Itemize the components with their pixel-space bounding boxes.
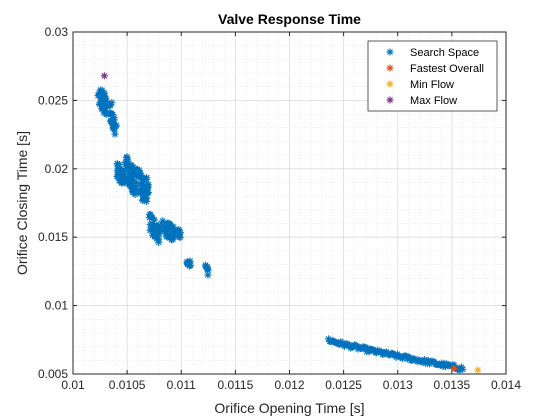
y-tick-label: 0.005 [38,367,68,381]
legend-marker-search-space [386,48,394,56]
y-tick-label: 0.015 [38,230,68,244]
search-space-point [132,182,140,191]
search-space-point [122,158,130,166]
legend-entry-max-flow: Max Flow [410,95,457,107]
x-tick-label: 0.0135 [434,378,471,392]
search-space-point [440,359,448,367]
search-space-point [115,168,123,176]
x-tick-label: 0.012 [274,378,304,392]
search-space-point [204,271,212,279]
x-tick-label: 0.014 [491,378,521,392]
axis-ticks [72,31,507,375]
search-space-point [143,175,151,184]
y-tick-label: 0.02 [45,162,69,176]
y-tick-label: 0.01 [45,299,69,313]
x-tick-label: 0.0125 [325,378,362,392]
x-tick-label: 0.011 [167,378,196,392]
search-space-point [143,184,151,193]
legend-marker-max-flow [386,96,394,104]
search-space-point [139,196,147,204]
search-space-point [127,162,135,170]
chart-title: Valve Response Time [218,11,361,27]
legend-marker-fastest-overall [386,64,394,72]
legend-marker-min-flow [386,80,394,88]
search-space-point [459,365,467,373]
x-tick-labels: 0.01 0.0105 0.011 0.0115 0.012 0.0125 0.013 0.0… [61,378,521,392]
x-tick-label: 0.0105 [109,378,146,392]
x-tick-label: 0.01 [61,378,85,392]
search-space-point [100,103,108,111]
legend: Search Space Fastest Overall Min Flow Ma… [367,40,498,112]
search-space-point [175,233,183,241]
search-space-point [114,163,122,171]
x-axis-label: Orifice Opening Time [s] [214,400,364,416]
x-tick-label: 0.013 [383,378,413,392]
search-space-point [94,92,102,100]
min-flow-point [474,366,482,374]
search-space-point [123,153,131,161]
search-space-point [146,226,154,234]
y-tick-label: 0.025 [38,93,68,107]
x-tick-label: 0.0115 [217,378,253,392]
search-space-point [164,232,172,240]
y-tick-label: 0.03 [45,25,69,39]
search-space-point [111,130,119,138]
search-space-point [126,175,134,183]
search-space-point [146,211,155,219]
search-space-point [110,116,118,124]
legend-markers [386,48,394,104]
search-space-point [159,217,167,225]
y-tick-labels: 0.005 0.01 0.015 0.02 0.025 0.03 [38,25,68,381]
search-space-point [107,110,116,118]
search-space-point [108,99,116,107]
search-space-point [185,262,194,270]
search-space-point [133,170,141,178]
y-axis-label: Orifice Closing Time [s] [14,131,30,275]
legend-entry-fastest-overall: Fastest Overall [410,63,484,75]
legend-entry-search-space: Search Space [410,47,479,59]
search-space-point [100,95,108,103]
legend-entry-min-flow: Min Flow [410,79,454,91]
search-space-point [155,238,163,246]
search-space-point [162,230,170,238]
max-flow-point [100,72,108,80]
search-space-point [204,266,212,274]
search-space-point [117,179,125,187]
data-points [94,72,482,374]
